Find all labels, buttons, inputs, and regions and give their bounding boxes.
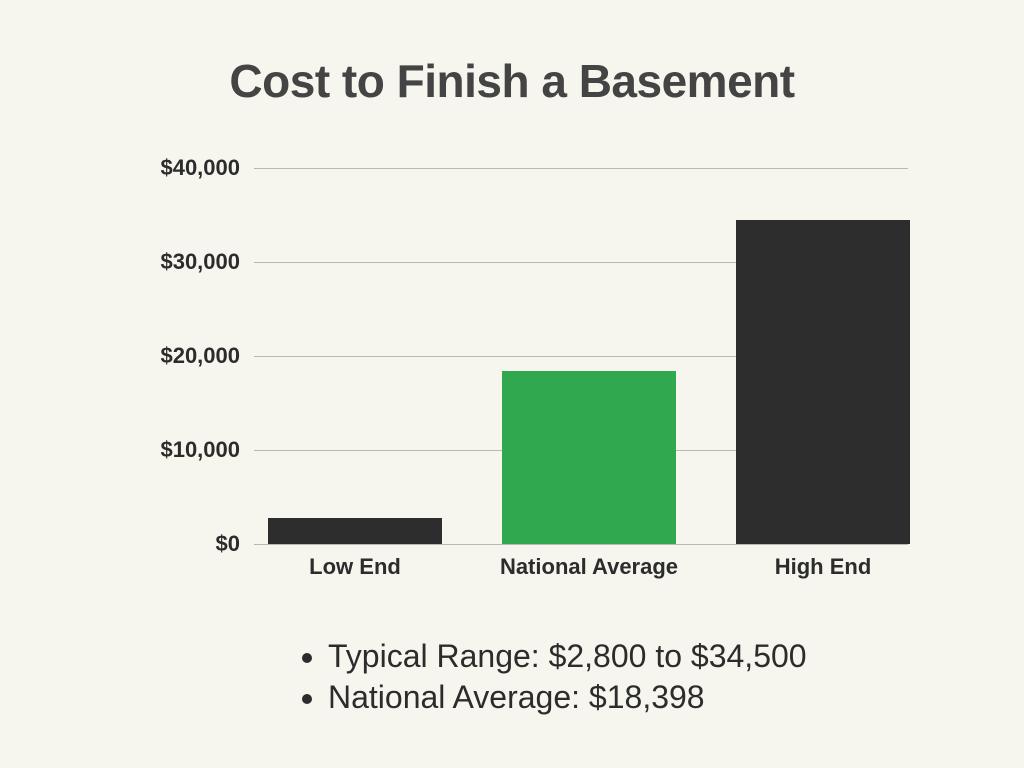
bar xyxy=(268,518,442,544)
bar xyxy=(736,220,910,544)
footer-item: Typical Range: $2,800 to $34,500 xyxy=(328,636,807,677)
footer-item: National Average: $18,398 xyxy=(328,677,807,718)
y-tick-label: $10,000 xyxy=(130,437,240,463)
grid-line xyxy=(254,168,908,169)
plot-area xyxy=(254,168,908,544)
bar-chart: $0$10,000$20,000$30,000$40,000Low EndNat… xyxy=(254,168,908,544)
y-tick-label: $40,000 xyxy=(130,155,240,181)
y-tick-label: $0 xyxy=(130,531,240,557)
page: Cost to Finish a Basement $0$10,000$20,0… xyxy=(0,0,1024,768)
chart-footer: Typical Range: $2,800 to $34,500National… xyxy=(0,636,1024,718)
x-tick-label: National Average xyxy=(472,554,706,580)
footer-list: Typical Range: $2,800 to $34,500National… xyxy=(300,636,807,718)
x-tick-label: Low End xyxy=(238,554,472,580)
axis-baseline xyxy=(254,544,908,545)
x-tick-label: High End xyxy=(706,554,940,580)
chart-title: Cost to Finish a Basement xyxy=(0,54,1024,108)
y-tick-label: $20,000 xyxy=(130,343,240,369)
bar xyxy=(502,371,676,544)
y-tick-label: $30,000 xyxy=(130,249,240,275)
